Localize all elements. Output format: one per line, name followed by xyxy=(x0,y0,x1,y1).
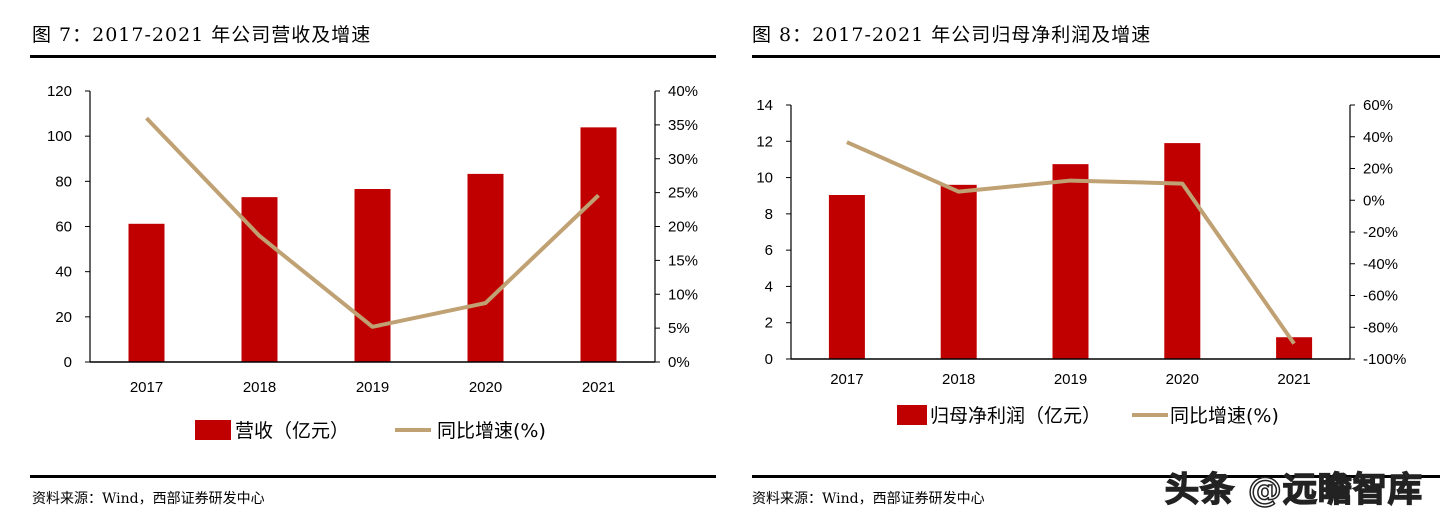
chart-1-right-tick-label: 5% xyxy=(668,320,690,337)
chart-1-left-tick-label: 20 xyxy=(55,309,72,326)
chart-2-bar-2019 xyxy=(1052,164,1089,359)
chart-1-right-tick-label: 40% xyxy=(668,83,698,100)
chart-2-right-tick-label: -100% xyxy=(1363,351,1406,368)
chart-1-x-tick-label: 2021 xyxy=(582,379,615,396)
chart-2-bottom-rule xyxy=(752,475,1440,478)
chart-1-right-tick-label: 20% xyxy=(668,219,698,236)
chart-2-right-tick-label: -60% xyxy=(1363,288,1398,305)
chart-2-x-tick-label: 2020 xyxy=(1166,371,1199,388)
chart-2-bar-2017 xyxy=(828,194,865,359)
chart-2-left-tick-label: 12 xyxy=(756,133,773,150)
chart-1-title: 图 7：2017-2021 年公司营收及增速 xyxy=(32,24,372,46)
chart-2-left-tick-label: 14 xyxy=(756,97,773,114)
chart-2-x-tick-label: 2017 xyxy=(830,371,863,388)
chart-1-right-tick-label: 35% xyxy=(668,117,698,134)
chart-2-right-tick-label: 0% xyxy=(1363,192,1385,209)
chart-2-x-tick-label: 2019 xyxy=(1054,371,1087,388)
chart-1-left-tick-label: 120 xyxy=(47,83,72,100)
chart-1-left-tick-label: 40 xyxy=(55,264,72,281)
chart-2-right-tick-label: -20% xyxy=(1363,224,1398,241)
chart-1-top-rule xyxy=(30,55,716,58)
chart-2-right-tick-label: 60% xyxy=(1363,97,1393,114)
chart-2-x-tick-label: 2021 xyxy=(1277,371,1310,388)
chart-1-right-tick-label: 10% xyxy=(668,286,698,303)
chart-2-bar-2020 xyxy=(1164,143,1201,359)
chart-2-legend-bar-label: 归母净利润（亿元） xyxy=(930,405,1101,427)
chart-2-legend-line-label: 同比增速(%) xyxy=(1170,405,1279,427)
chart-2-left-tick-label: 2 xyxy=(765,315,773,332)
chart-1-source: 资料来源：Wind，西部证券研发中心 xyxy=(32,491,265,507)
chart-1-legend-bar-swatch xyxy=(195,420,231,440)
chart-2-left-tick-label: 10 xyxy=(756,170,773,187)
chart-1-bar-2017 xyxy=(128,223,165,362)
chart-2-source: 资料来源：Wind，西部证券研发中心 xyxy=(752,491,985,507)
chart-1-left-tick-label: 80 xyxy=(55,173,72,190)
chart-2-right-tick-label: -40% xyxy=(1363,256,1398,273)
chart-2-left-tick-label: 8 xyxy=(765,206,773,223)
chart-1-x-tick-label: 2020 xyxy=(469,379,502,396)
chart-2-left-tick-label: 0 xyxy=(765,351,773,368)
chart-1-left-tick-label: 100 xyxy=(47,128,72,145)
chart-1-x-tick-label: 2017 xyxy=(130,379,163,396)
watermark: 头条 @远瞻智库 xyxy=(1164,469,1423,511)
chart-1-right-tick-label: 30% xyxy=(668,151,698,168)
chart-2-bar-2018 xyxy=(940,184,977,359)
chart-1-legend-bar-label: 营收（亿元） xyxy=(235,420,349,442)
chart-1-bar-2020 xyxy=(467,173,504,362)
chart-2-title: 图 8：2017-2021 年公司归母净利润及增速 xyxy=(752,24,1152,46)
chart-1-bottom-rule xyxy=(30,475,716,478)
chart-2-right-tick-label: -80% xyxy=(1363,319,1398,336)
chart-1-bar-2021 xyxy=(580,127,617,363)
chart-2-right-tick-label: 20% xyxy=(1363,161,1393,178)
chart-2-x-tick-label: 2018 xyxy=(942,371,975,388)
chart-2-left-tick-label: 6 xyxy=(765,242,773,259)
chart-1-x-tick-label: 2018 xyxy=(243,379,276,396)
chart-1-right-tick-label: 0% xyxy=(668,354,690,371)
chart-2-top-rule xyxy=(752,55,1440,58)
chart-1-right-tick-label: 25% xyxy=(668,185,698,202)
chart-1-bar-2019 xyxy=(354,189,391,362)
chart-1-left-tick-label: 0 xyxy=(64,354,72,371)
chart-2-legend-bar-swatch xyxy=(897,405,927,425)
chart-2-bar-2021 xyxy=(1276,337,1313,359)
chart-1-right-tick-label: 15% xyxy=(668,252,698,269)
chart-2-right-tick-label: 40% xyxy=(1363,129,1393,146)
chart-1-legend-line-label: 同比增速(%) xyxy=(437,420,546,442)
chart-2-left-tick-label: 4 xyxy=(765,278,773,295)
chart-1-x-tick-label: 2019 xyxy=(356,379,389,396)
chart-1-left-tick-label: 60 xyxy=(55,219,72,236)
